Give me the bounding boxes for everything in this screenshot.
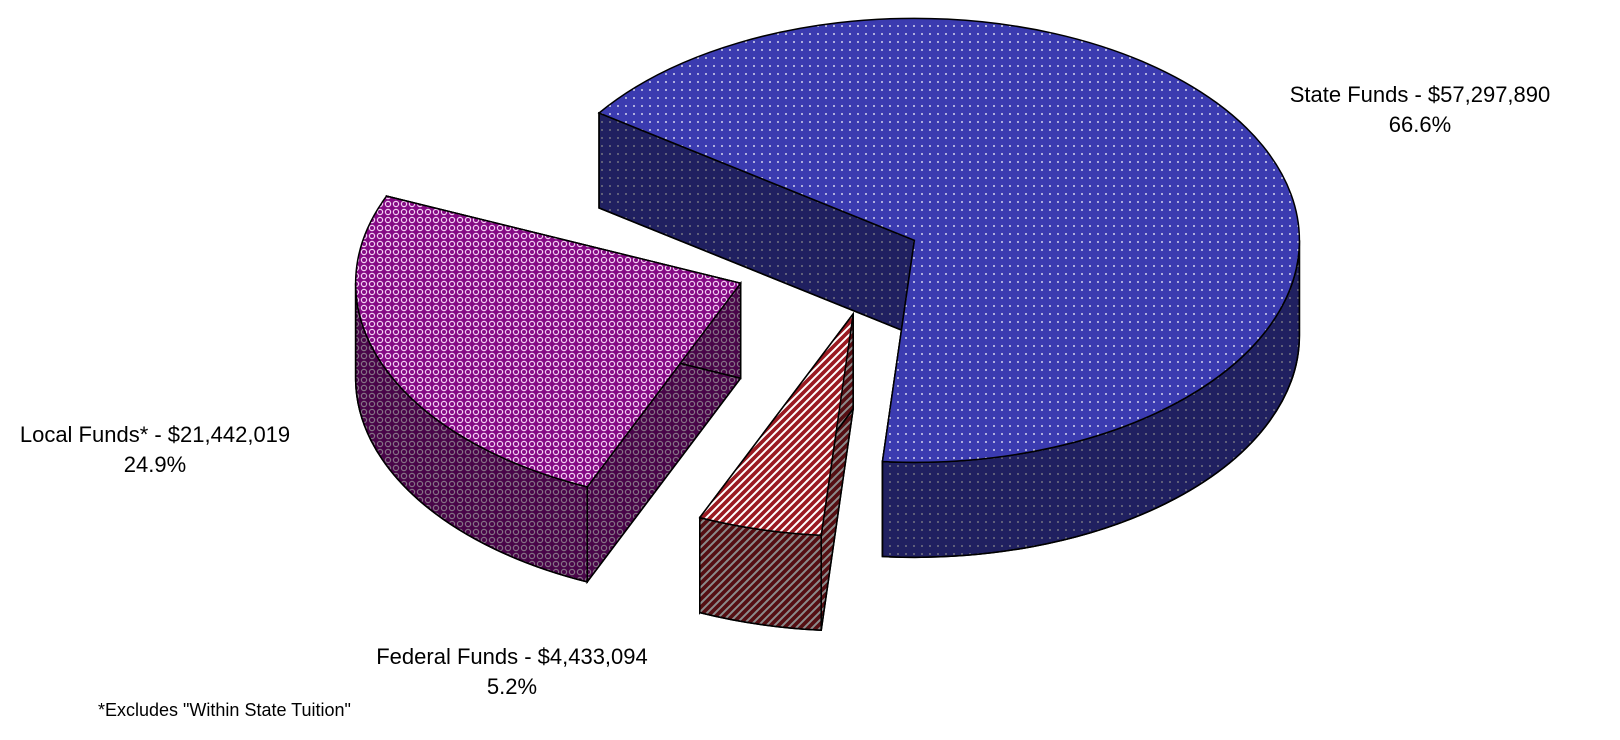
- footnote: *Excludes "Within State Tuition": [98, 700, 351, 720]
- slice-label: Federal Funds - $4,433,094: [376, 644, 648, 669]
- slice: [698, 311, 854, 632]
- slice-top: [698, 313, 854, 537]
- slice-value-label: 66.6%: [1389, 112, 1451, 137]
- pie: [354, 17, 1301, 632]
- slice: [354, 195, 742, 585]
- slice: [597, 17, 1301, 559]
- slice-label: Local Funds* - $21,442,019: [20, 422, 290, 447]
- slice-value-label: 5.2%: [487, 674, 537, 699]
- slice-top: [597, 17, 1301, 464]
- slice-label: State Funds - $57,297,890: [1290, 82, 1551, 107]
- slice-value-label: 24.9%: [124, 452, 186, 477]
- slice-top: [354, 195, 742, 488]
